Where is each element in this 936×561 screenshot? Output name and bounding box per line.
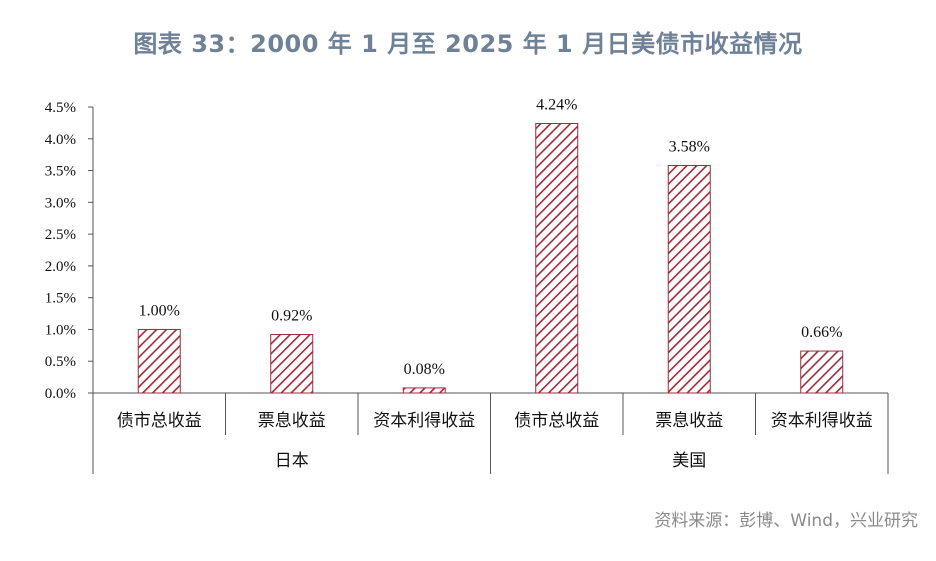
category-label: 票息收益 (655, 411, 723, 430)
category-label: 债市总收益 (117, 411, 202, 430)
y-tick-label: 1.0% (45, 322, 76, 338)
category-label: 票息收益 (258, 411, 326, 430)
data-label: 0.66% (801, 324, 842, 341)
bar (535, 123, 579, 394)
chart-title: 图表 33：2000 年 1 月至 2025 年 1 月日美债市收益情况 (133, 30, 803, 58)
bars (137, 123, 844, 394)
y-tick-label: 3.0% (45, 195, 76, 211)
y-tick-label: 2.0% (45, 259, 76, 275)
data-label: 0.08% (404, 361, 445, 378)
data-label: 3.58% (669, 138, 710, 155)
bar (800, 350, 844, 394)
y-tick-label: 0.5% (45, 354, 76, 370)
bar (270, 334, 314, 394)
y-tick-label: 0.0% (45, 386, 76, 402)
bar (402, 387, 446, 394)
bar (667, 164, 711, 394)
y-tick-label: 2.5% (45, 227, 76, 243)
group-label: 美国 (672, 451, 706, 470)
y-tick-label: 4.0% (45, 132, 76, 148)
labels: 1.00% 债市总收益 0.92% 票息收益 0.08% 资本利得收益 4.24% 债市总收益… (117, 97, 873, 470)
bar (137, 328, 181, 394)
data-label: 0.92% (271, 308, 312, 325)
category-label: 资本利得收益 (771, 411, 873, 430)
category-label: 资本利得收益 (373, 411, 475, 430)
data-label: 1.00% (139, 302, 180, 319)
source-note: 资料来源：彭博、Wind，兴业研究 (654, 511, 918, 531)
y-tick-label: 3.5% (45, 164, 76, 180)
category-label: 债市总收益 (514, 411, 599, 430)
y-tick-label: 1.5% (45, 291, 76, 307)
y-tick-label: 4.5% (45, 100, 76, 116)
group-label: 日本 (275, 451, 309, 470)
axes: 0.0% 0.5% 1.0% 1.5% 2.0% 2.5% 3.0% 3.5% 4.0% 4.5% (45, 100, 889, 474)
data-label: 4.24% (536, 97, 577, 114)
